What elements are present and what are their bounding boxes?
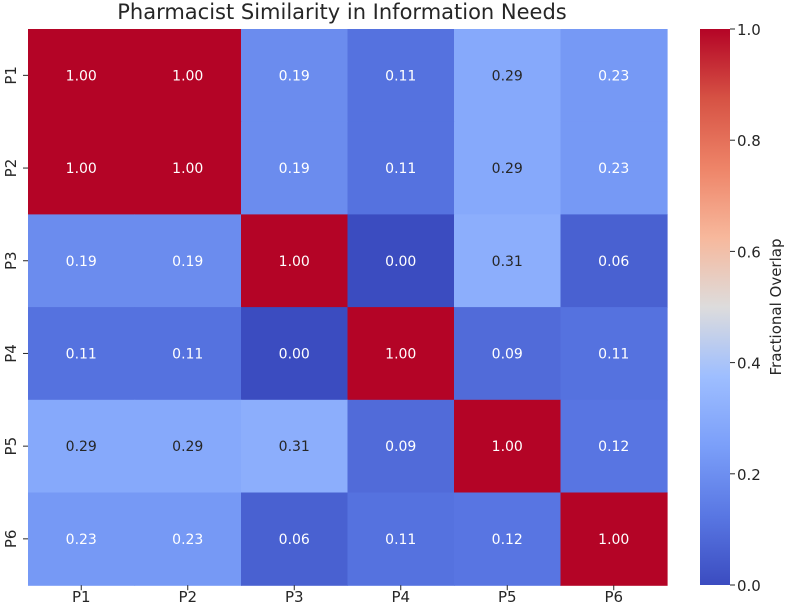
heatmap-cell <box>28 121 136 215</box>
heatmap-cell <box>28 492 136 586</box>
heatmap-cell <box>560 121 668 215</box>
heatmap-cell <box>454 214 562 308</box>
colorbar-tick-label: 0.4 <box>737 355 761 373</box>
cell-value-label: 0.11 <box>385 68 416 84</box>
heatmap-cell <box>454 29 562 123</box>
cell-value-label: 1.00 <box>279 254 310 270</box>
cell-value-label: 0.19 <box>279 68 310 84</box>
heatmap-cell <box>560 29 668 123</box>
heatmap-cell <box>134 307 242 401</box>
cell-value-label: 0.23 <box>172 532 203 548</box>
cell-value-label: 0.11 <box>385 532 416 548</box>
heatmap-cell <box>454 307 562 401</box>
cell-value-label: 0.29 <box>492 68 523 84</box>
cell-value-label: 1.00 <box>66 161 97 177</box>
heatmap-cell-labels: 1.00 1.00 0.19 0.11 0.29 0.23 1.00 1.00 0.19 0.11… <box>66 68 630 547</box>
cell-value-label: 0.12 <box>598 439 629 455</box>
heatmap-cell <box>560 399 668 494</box>
y-tick-label: P4 <box>2 344 20 363</box>
x-tick-label: P2 <box>178 588 197 606</box>
cell-value-label: 0.00 <box>385 254 416 270</box>
colorbar-ticks: 0.0 0.2 0.4 0.6 0.8 1.0 <box>730 21 761 595</box>
heatmap-cell <box>134 492 242 586</box>
heatmap-cell <box>347 307 455 401</box>
heatmap-cell <box>134 214 242 308</box>
cell-value-label: 0.11 <box>385 161 416 177</box>
heatmap-cell <box>28 214 136 308</box>
cell-value-label: 0.11 <box>172 346 203 362</box>
cell-value-label: 0.29 <box>492 161 523 177</box>
cell-value-label: 0.23 <box>598 68 629 84</box>
heatmap-cell <box>347 29 455 123</box>
heatmap-cell <box>241 121 349 215</box>
y-tick-label: P6 <box>2 530 20 549</box>
x-axis: P1 P2 P3 P4 P5 P6 <box>72 585 623 606</box>
cell-value-label: 0.23 <box>66 532 97 548</box>
cell-value-label: 0.19 <box>279 161 310 177</box>
colorbar-tick-label: 1.0 <box>737 21 761 39</box>
heatmap-cell <box>454 121 562 215</box>
heatmap-cell <box>454 492 562 586</box>
x-tick-label: P4 <box>391 588 410 606</box>
x-tick-label: P6 <box>604 588 623 606</box>
heatmap-cell <box>347 492 455 586</box>
colorbar <box>700 29 730 585</box>
heatmap-cell <box>347 214 455 308</box>
colorbar-tick-label: 0.2 <box>737 466 761 484</box>
x-tick-label: P5 <box>498 588 517 606</box>
heatmap-cell <box>134 29 242 123</box>
heatmap-cell <box>28 29 136 123</box>
cell-value-label: 0.19 <box>172 254 203 270</box>
heatmap-cell <box>134 399 242 494</box>
heatmap-cell <box>347 121 455 215</box>
cell-value-label: 0.29 <box>66 439 97 455</box>
y-tick-label: P2 <box>2 159 20 178</box>
cell-value-label: 0.29 <box>172 439 203 455</box>
cell-value-label: 0.09 <box>492 346 523 362</box>
cell-value-label: 0.19 <box>66 254 97 270</box>
colorbar-tick-label: 0.8 <box>737 132 761 150</box>
cell-value-label: 0.06 <box>279 532 310 548</box>
cell-value-label: 0.31 <box>492 254 523 270</box>
heatmap-cell <box>241 214 349 308</box>
cell-value-label: 0.11 <box>598 346 629 362</box>
cell-value-label: 1.00 <box>598 532 629 548</box>
colorbar-label: Fractional Overlap <box>767 239 785 376</box>
heatmap-cell <box>241 307 349 401</box>
heatmap-cell <box>560 214 668 308</box>
cell-value-label: 1.00 <box>172 68 203 84</box>
y-axis: P1 P2 P3 P4 P5 P6 <box>2 66 28 548</box>
cell-value-label: 1.00 <box>385 346 416 362</box>
cell-value-label: 0.23 <box>598 161 629 177</box>
heatmap-cell <box>560 492 668 586</box>
cell-value-label: 1.00 <box>492 439 523 455</box>
heatmap-cell <box>28 399 136 494</box>
x-tick-label: P3 <box>285 588 304 606</box>
cell-value-label: 0.09 <box>385 439 416 455</box>
heatmap-cell <box>241 492 349 586</box>
y-tick-label: P3 <box>2 251 20 270</box>
heatmap-cell <box>241 399 349 494</box>
cell-value-label: 0.11 <box>66 346 97 362</box>
colorbar-tick-label: 0.0 <box>737 577 761 595</box>
heatmap-cell <box>28 307 136 401</box>
heatmap-cell <box>454 399 562 494</box>
heatmap-cells <box>28 29 668 586</box>
cell-value-label: 1.00 <box>172 161 203 177</box>
x-tick-label: P1 <box>72 588 91 606</box>
y-tick-label: P5 <box>2 437 20 456</box>
y-tick-label: P1 <box>2 66 20 85</box>
heatmap-cell <box>347 399 455 494</box>
chart-title: Pharmacist Similarity in Information Nee… <box>117 0 567 24</box>
cell-value-label: 0.06 <box>598 254 629 270</box>
cell-value-label: 0.31 <box>279 439 310 455</box>
heatmap-cell <box>134 121 242 215</box>
cell-value-label: 1.00 <box>66 68 97 84</box>
cell-value-label: 0.00 <box>279 346 310 362</box>
cell-value-label: 0.12 <box>492 532 523 548</box>
heatmap-cell <box>560 307 668 401</box>
heatmap-cell <box>241 29 349 123</box>
colorbar-tick-label: 0.6 <box>737 243 761 261</box>
